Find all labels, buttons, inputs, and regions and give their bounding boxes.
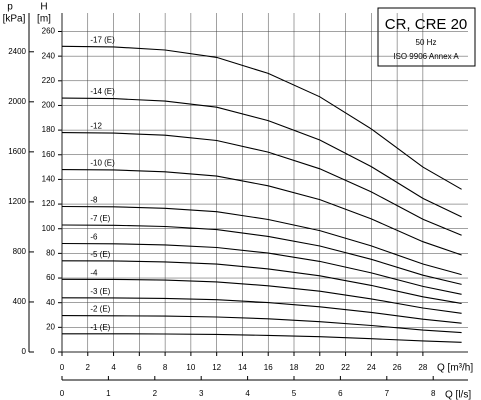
curve-label: -1 (E)	[90, 323, 110, 332]
y-axis-label: H	[40, 2, 47, 13]
x-tick-label: 28	[418, 363, 427, 372]
x2-tick-label: 7	[385, 389, 390, 398]
x2-tick-label: 2	[153, 389, 158, 398]
y-tick-label: 240	[42, 51, 56, 60]
y2-axis-label: p	[7, 2, 13, 13]
pump-curve	[61, 132, 462, 236]
annotation: ISO 9906 Annex A	[393, 52, 459, 61]
y-tick-label: 260	[42, 27, 56, 36]
y-tick-label: 120	[42, 199, 56, 208]
x-tick-label: 20	[315, 363, 324, 372]
x2-tick-label: 3	[199, 389, 204, 398]
pump-curve	[61, 242, 462, 295]
y-tick-label: 40	[46, 298, 55, 307]
pump-curve	[61, 169, 462, 256]
y-tick-label: 140	[42, 175, 56, 184]
y-tick-label: 220	[42, 76, 56, 85]
curve-label: -7 (E)	[90, 214, 110, 223]
curve-label: -8	[90, 196, 98, 205]
x-tick-label: 2	[86, 363, 91, 372]
x-tick-label: 16	[264, 363, 273, 372]
y2-tick-label: 800	[13, 247, 27, 256]
pump-curve	[61, 205, 462, 276]
y2-tick-label: 1600	[8, 147, 26, 156]
pump-curve	[62, 333, 462, 343]
x-axis-label: Q [m³/h]	[437, 363, 473, 374]
y-axis-unit: [m]	[37, 14, 51, 25]
y-tick-label: 100	[42, 224, 56, 233]
x-tick-label: 14	[238, 363, 247, 372]
chart-title: CR, CRE 20	[385, 16, 468, 33]
pump-curve	[61, 97, 462, 218]
x2-tick-label: 8	[431, 389, 436, 398]
x-tick-label: 6	[137, 363, 142, 372]
curve-label: -2 (E)	[90, 305, 110, 314]
x-tick-label: 18	[290, 363, 299, 372]
pump-curve	[61, 297, 462, 324]
y-tick-label: 60	[46, 273, 55, 282]
pump-curve	[61, 260, 462, 304]
y-tick-label: 200	[42, 101, 56, 110]
x-tick-label: 24	[367, 363, 376, 372]
curve-label: -6	[90, 233, 98, 242]
curve-label: -17 (E)	[90, 35, 115, 44]
x-tick-label: 4	[111, 363, 116, 372]
y2-tick-label: 2400	[8, 47, 26, 56]
x-tick-label: 0	[60, 363, 65, 372]
y-tick-label: 180	[42, 125, 56, 134]
x2-tick-label: 6	[338, 389, 343, 398]
x-tick-label: 26	[393, 363, 402, 372]
x2-tick-label: 5	[292, 389, 297, 398]
x2-axis-label: Q [l/s]	[445, 390, 471, 400]
pump-curve	[61, 45, 462, 190]
y-tick-label: 160	[42, 150, 56, 159]
y-tick-label: 80	[46, 248, 55, 257]
curve-label: -4	[90, 268, 98, 277]
curve-label: -12	[90, 122, 102, 131]
x2-tick-label: 4	[245, 389, 250, 398]
x2-tick-label: 0	[60, 389, 65, 398]
curve-label: -14 (E)	[90, 87, 115, 96]
y2-tick-label: 2000	[8, 97, 26, 106]
pump-curve	[61, 315, 462, 334]
y2-axis-unit: [kPa]	[3, 14, 26, 25]
chart-subtitle: 50 Hz	[416, 38, 437, 47]
x-tick-label: 22	[341, 363, 350, 372]
curve-label: -10 (E)	[90, 159, 115, 168]
x-tick-label: 10	[186, 363, 195, 372]
x2-tick-label: 1	[106, 389, 111, 398]
y2-tick-label: 400	[13, 297, 27, 306]
y-tick-label: 20	[46, 322, 55, 331]
pump-curve	[61, 224, 462, 285]
curve-label: -5 (E)	[90, 250, 110, 259]
x-tick-label: 12	[212, 363, 221, 372]
x-tick-label: 8	[163, 363, 168, 372]
curve-label: -3 (E)	[90, 287, 110, 296]
pump-curve	[61, 278, 462, 314]
y2-tick-label: 1200	[8, 197, 26, 206]
y-tick-label: 0	[51, 347, 56, 356]
y2-tick-label: 0	[22, 347, 27, 356]
